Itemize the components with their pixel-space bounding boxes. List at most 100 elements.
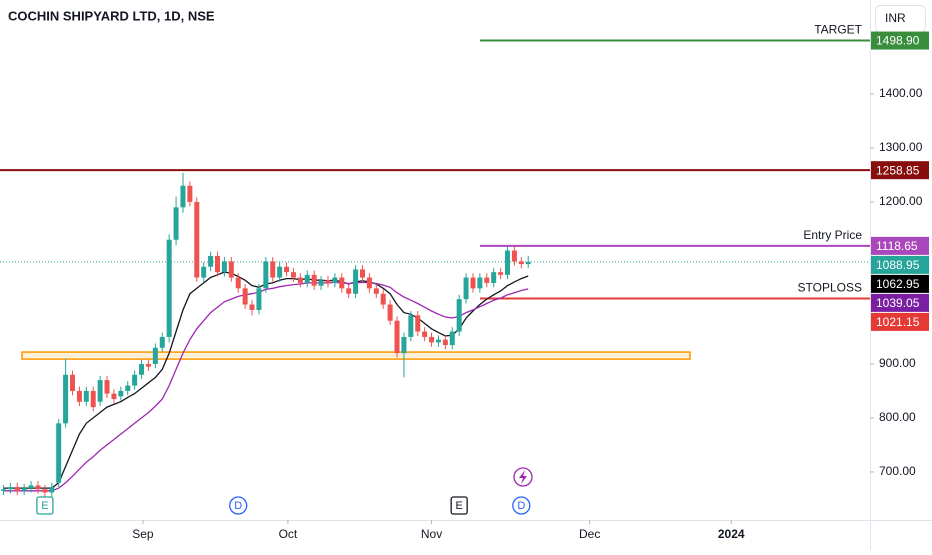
candle-body	[111, 393, 117, 400]
candle-body	[97, 380, 103, 402]
level-name: Entry Price	[803, 228, 862, 242]
level-name: TARGET	[814, 23, 862, 37]
candle-body	[70, 374, 75, 391]
candle-body	[228, 261, 234, 278]
currency-label[interactable]: INR	[885, 11, 906, 25]
candle-body	[221, 261, 227, 273]
event-marker[interactable]: D	[512, 496, 531, 515]
y-tick-label: 800.00	[879, 410, 916, 424]
candle-body	[56, 423, 62, 483]
candle-body	[90, 390, 96, 408]
candle-body	[76, 390, 82, 402]
candle-body	[518, 261, 524, 265]
event-marker[interactable]: E	[450, 496, 468, 515]
candle-body	[125, 385, 131, 391]
candle-body	[145, 363, 151, 367]
candle-body	[332, 277, 338, 283]
candle-body	[118, 390, 124, 397]
candle-body	[498, 272, 504, 275]
candle-body	[256, 288, 262, 310]
candle-body	[28, 485, 34, 489]
candle-body	[339, 277, 345, 289]
candle-body	[346, 288, 352, 294]
price-label: 1118.65	[876, 239, 918, 253]
candle-body	[511, 250, 517, 262]
event-marker[interactable]: D	[229, 496, 248, 515]
news-icon	[519, 470, 527, 484]
x-tick-label: 2024	[718, 527, 745, 541]
price-label: 1062.95	[876, 277, 920, 291]
candle-body	[152, 347, 158, 364]
price-label: 1088.95	[876, 258, 920, 272]
event-label: E	[455, 500, 462, 512]
candle-body	[360, 269, 365, 278]
event-badge	[36, 496, 54, 515]
y-tick-label: 1300.00	[879, 140, 923, 154]
candle-body	[525, 261, 531, 265]
price-label: 1498.90	[876, 34, 920, 48]
chart-title: COCHIN SHIPYARD LTD, 1D, NSE	[8, 8, 215, 23]
price-label-box	[871, 274, 929, 293]
candle-body	[484, 277, 490, 283]
candle-body	[401, 336, 407, 354]
x-tick-label: Nov	[421, 527, 442, 541]
candle-body	[7, 487, 13, 490]
candle-body	[173, 207, 179, 240]
candle-body	[0, 489, 6, 491]
x-tick-label: Sep	[132, 527, 154, 541]
price-label-box	[871, 161, 929, 180]
candle-body	[242, 288, 248, 305]
candle-body	[215, 255, 220, 273]
candle-body	[415, 315, 421, 332]
candle-body	[49, 487, 55, 493]
support-zone	[21, 351, 691, 360]
candle-body	[187, 185, 193, 202]
y-tick-label: 900.00	[879, 356, 916, 370]
candle-body	[277, 266, 283, 278]
event-badge	[512, 496, 531, 515]
price-label: 1039.05	[876, 296, 920, 310]
candle-body	[201, 266, 207, 278]
y-tick-label: 1400.00	[879, 86, 923, 100]
candle-body	[449, 331, 455, 346]
event-label: D	[234, 500, 242, 512]
event-label: E	[41, 500, 48, 512]
candle-body	[470, 277, 476, 289]
candle-body	[42, 489, 48, 493]
candle-body	[394, 320, 400, 354]
candle-body	[132, 374, 138, 386]
candle-body	[442, 339, 448, 346]
candle-body	[194, 201, 200, 278]
candle-body	[249, 304, 255, 310]
price-label-box	[871, 31, 929, 50]
candle-body	[208, 255, 214, 267]
candle-body	[380, 293, 386, 305]
candle-body	[235, 277, 241, 289]
event-marker[interactable]: E	[36, 496, 54, 515]
candle-body	[297, 277, 303, 283]
x-tick-label: Dec	[579, 527, 600, 541]
candle-body	[270, 261, 276, 278]
candle-body	[290, 272, 296, 278]
candle-body	[166, 239, 172, 337]
candle-body	[35, 485, 41, 490]
candle-body	[491, 272, 497, 283]
price-label-box	[871, 293, 929, 312]
candle-body	[304, 274, 310, 283]
event-label: D	[517, 500, 525, 512]
candle-body	[477, 277, 483, 289]
price-label: 1258.85	[876, 163, 920, 177]
candle-body	[429, 336, 435, 343]
candle-body	[104, 380, 110, 394]
price-label-box	[871, 312, 929, 331]
candle-body	[14, 487, 20, 491]
candle-body	[435, 339, 441, 343]
price-label-box	[871, 255, 929, 274]
candle-body	[325, 280, 331, 283]
event-badge	[229, 496, 248, 515]
candle-body	[463, 277, 469, 300]
candle-body	[505, 250, 510, 275]
candle-body	[263, 261, 269, 289]
event-badge	[450, 496, 468, 515]
